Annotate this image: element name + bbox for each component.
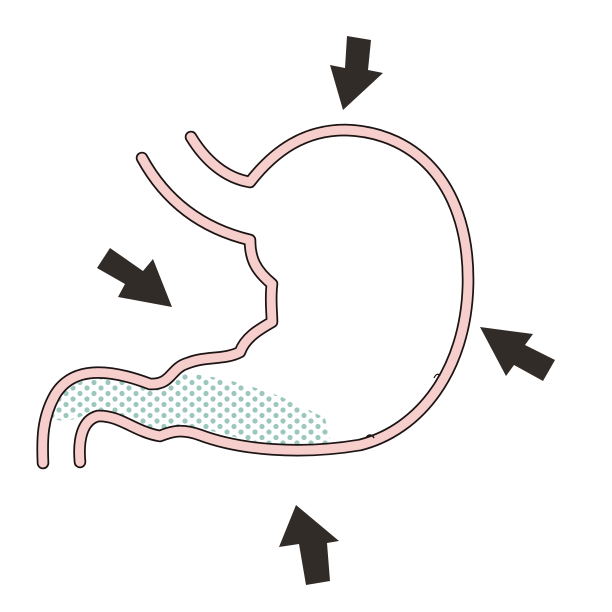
arrow-top <box>330 36 383 110</box>
rugae-mark <box>365 434 375 439</box>
arrow-right <box>480 327 555 381</box>
arrow-bottom <box>279 505 339 585</box>
outer-curvature-wall <box>38 153 277 468</box>
stomach-contents <box>52 372 332 449</box>
arrow-left <box>97 248 172 307</box>
stomach-wall <box>38 125 473 468</box>
compression-arrows <box>97 36 555 585</box>
rugae-mark <box>433 373 441 379</box>
esophagus-upper-wall <box>75 125 473 467</box>
